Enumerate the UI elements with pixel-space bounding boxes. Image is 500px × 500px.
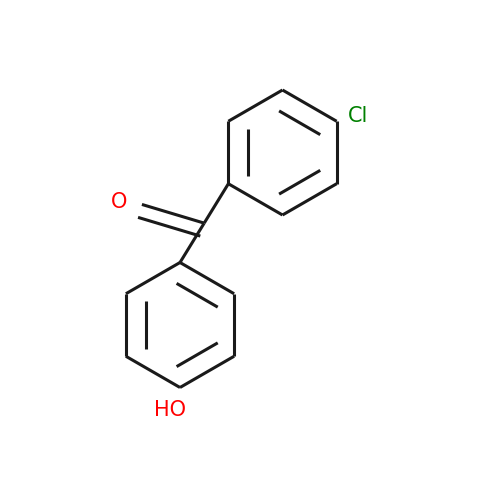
Text: Cl: Cl bbox=[348, 106, 368, 126]
Text: HO: HO bbox=[154, 400, 186, 420]
Text: O: O bbox=[110, 192, 127, 212]
